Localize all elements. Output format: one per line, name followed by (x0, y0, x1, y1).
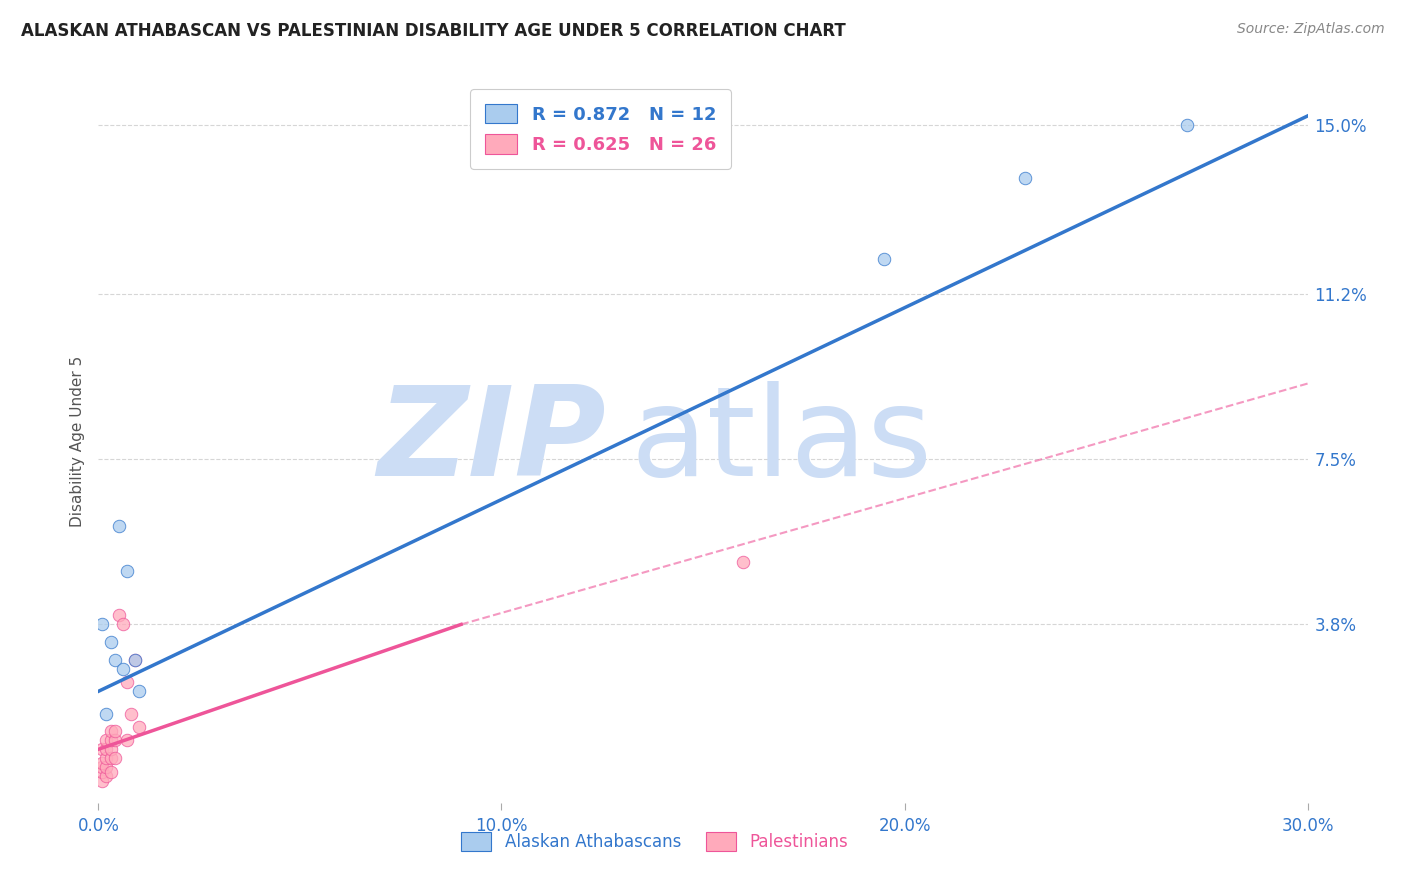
Text: Source: ZipAtlas.com: Source: ZipAtlas.com (1237, 22, 1385, 37)
Point (91, 773, 114, 788)
Point (100, 751, 122, 765)
Point (91, 742, 114, 756)
Point (96, 769, 118, 783)
Point (115, 564, 138, 578)
Point (120, 706, 142, 721)
Point (96, 751, 118, 765)
Point (103, 653, 125, 667)
Point (111, 617, 134, 632)
Point (96, 706, 118, 721)
Point (733, 555, 755, 569)
Point (115, 733, 138, 747)
Point (1175, 118, 1198, 132)
Point (103, 751, 125, 765)
Legend: Alaskan Athabascans, Palestinians: Alaskan Athabascans, Palestinians (453, 824, 856, 860)
Point (1014, 171, 1036, 186)
Point (96, 733, 118, 747)
Point (103, 724, 125, 739)
Point (124, 653, 146, 667)
Point (111, 662, 134, 676)
Point (100, 742, 122, 756)
Point (96, 760, 118, 774)
Point (91, 756, 114, 770)
Point (873, 252, 896, 266)
Text: ALASKAN ATHABASCAN VS PALESTINIAN DISABILITY AGE UNDER 5 CORRELATION CHART: ALASKAN ATHABASCAN VS PALESTINIAN DISABI… (21, 22, 846, 40)
Point (96, 742, 118, 756)
Point (100, 724, 122, 739)
Text: atlas: atlas (630, 381, 932, 502)
Point (124, 653, 146, 667)
Point (100, 635, 122, 649)
Point (91, 764, 114, 779)
Point (100, 733, 122, 747)
Point (103, 733, 125, 747)
Point (107, 519, 129, 533)
Point (115, 675, 138, 690)
Point (91, 617, 114, 632)
Point (100, 764, 122, 779)
Text: ZIP: ZIP (378, 381, 606, 502)
Point (91, 760, 114, 774)
Y-axis label: Disability Age Under 5: Disability Age Under 5 (69, 356, 84, 527)
Point (128, 720, 150, 734)
Point (107, 608, 129, 623)
Point (128, 684, 150, 698)
